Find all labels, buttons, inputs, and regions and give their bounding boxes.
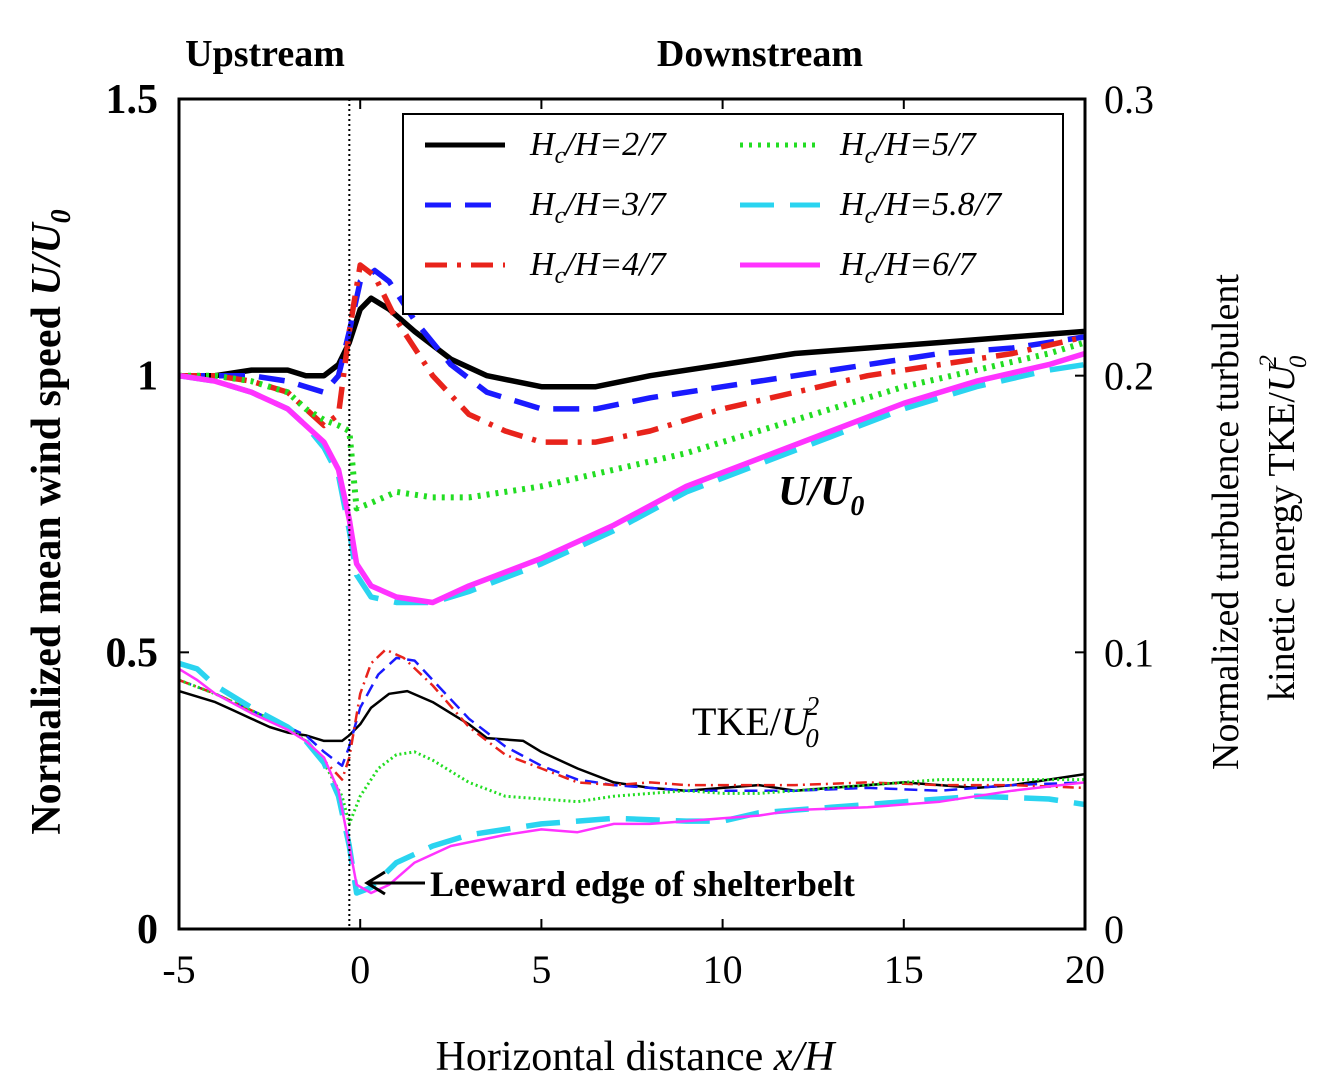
legend-label-hc-h-5-8-7: Hc/H=5.8/7 — [839, 186, 1003, 229]
legend-label-hc-h-6-7: Hc/H=6/7 — [839, 246, 978, 289]
legend-label-hc-h-4-7: Hc/H=4/7 — [529, 246, 668, 289]
x-tick-label: 20 — [1065, 947, 1105, 992]
legend-box — [402, 113, 1064, 315]
series-tke-hc-h-5-8-7 — [179, 660, 1085, 896]
y-axis-left-label: Normalized mean wind speed U/U0 — [24, 209, 77, 834]
x-axis-label: Horizontal distance x/H — [436, 1034, 838, 1080]
y-left-tick-label: 0.5 — [106, 630, 159, 676]
series-tke-hc-h-2-7 — [179, 689, 1085, 792]
annotation-u-label: U/U0 — [778, 469, 864, 522]
y-right-tick-label: 0.2 — [1104, 354, 1154, 399]
y-right-tick-label: 0 — [1104, 907, 1124, 952]
x-tick-label: 5 — [531, 947, 551, 992]
series-u-hc-h-6-7 — [179, 350, 1085, 606]
plot-series — [179, 262, 1085, 896]
y-axis-right-label-line2: kinetic energy TKE/U2 0 — [1255, 355, 1312, 701]
y-axis-right-label-line1: Normalized turbulence turbulent — [1205, 274, 1247, 770]
legend-label-hc-h-3-7: Hc/H=3/7 — [529, 186, 668, 229]
series-u-hc-h-2-7 — [179, 295, 1085, 390]
y-left-tick-label: 1 — [137, 354, 158, 400]
y-left-tick-label: 1.5 — [106, 77, 159, 123]
y-left-tick-label: 0 — [137, 907, 158, 953]
series-tke-hc-h-4-7 — [179, 648, 1085, 790]
series-u-hc-h-3-7 — [179, 267, 1085, 412]
x-tick-label: -5 — [162, 947, 195, 992]
series-u-hc-h-5-7 — [179, 339, 1085, 512]
series-tke-hc-h-3-7 — [179, 656, 1085, 792]
plot-frame — [177, 97, 1087, 931]
series-u-hc-h-5-8-7 — [179, 361, 1085, 606]
legend-label-hc-h-5-7: Hc/H=5/7 — [839, 126, 978, 169]
annotation-tke-label: TKE/U2 0 — [692, 691, 819, 753]
x-tick-label: 0 — [350, 947, 370, 992]
leeward-arrow — [364, 870, 425, 896]
header-downstream: Downstream — [657, 33, 863, 75]
y-right-tick-label: 0.3 — [1104, 77, 1154, 122]
x-tick-label: 15 — [884, 947, 924, 992]
y-right-tick-label: 0.1 — [1104, 630, 1154, 675]
legend-label-hc-h-2-7: Hc/H=2/7 — [529, 126, 668, 169]
header-upstream: Upstream — [185, 33, 345, 75]
x-tick-label: 10 — [703, 947, 743, 992]
legend: Hc/H=2/7 Hc/H=3/7 Hc/H=4/7 Hc/H=5/7 Hc/H=5.8… — [402, 113, 1064, 315]
series-tke-hc-h-6-7 — [179, 667, 1085, 895]
annotation-leeward: Leeward edge of shelterbelt — [430, 864, 855, 904]
